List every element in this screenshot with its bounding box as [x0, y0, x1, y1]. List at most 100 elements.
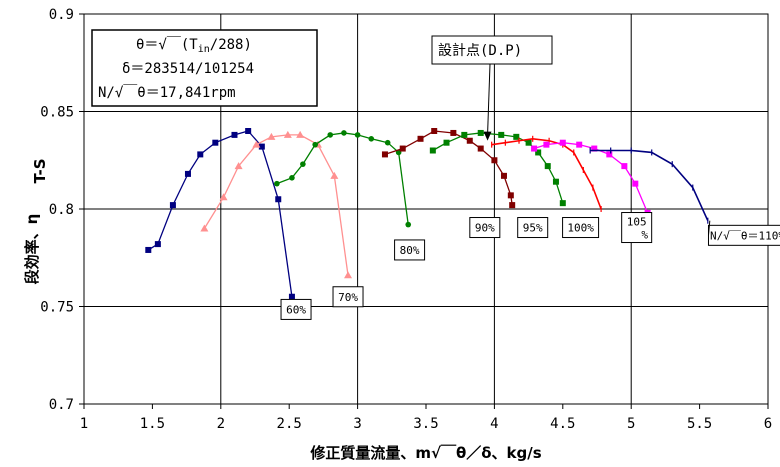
data-point — [341, 130, 347, 136]
data-point — [606, 151, 613, 158]
data-point — [283, 130, 292, 138]
data-point — [296, 130, 305, 138]
info-box-line2: δ＝283514/101254 — [122, 61, 254, 77]
data-point — [274, 180, 280, 187]
data-point — [267, 132, 276, 140]
data-point — [491, 157, 498, 164]
data-point — [525, 139, 532, 146]
x-tick-label: 2.5 — [277, 416, 302, 432]
data-point — [275, 196, 282, 203]
data-point — [477, 145, 484, 152]
label-leader — [707, 220, 711, 236]
label-box — [469, 217, 501, 239]
y-tick-label: 0.7 — [49, 397, 74, 413]
data-point — [621, 163, 628, 170]
data-point — [300, 161, 306, 167]
label-text: 70% — [338, 291, 358, 304]
data-point — [513, 133, 520, 140]
data-point — [477, 129, 484, 136]
y-tick-label: 0.9 — [49, 7, 74, 23]
data-point — [431, 128, 438, 134]
label-text: 100% — [567, 222, 594, 235]
y-tick-label: 0.75 — [40, 300, 74, 316]
info-box-line1-sub: in — [198, 44, 210, 55]
data-point — [559, 139, 566, 146]
data-point — [535, 149, 542, 156]
data-point — [500, 172, 507, 179]
design-point-arrowhead — [483, 131, 492, 141]
series-3 — [274, 130, 412, 228]
data-point — [576, 141, 583, 148]
label-text: 95% — [523, 222, 543, 235]
data-point — [252, 140, 261, 148]
data-point — [197, 151, 204, 158]
series-8 — [589, 147, 709, 224]
series-label-8: N/√￣θ＝110% — [707, 220, 780, 246]
data-point — [330, 171, 339, 179]
data-point — [212, 139, 219, 146]
series-label-5: 95% — [517, 217, 549, 239]
x-axis-title: 修正質量流量、m√￣θ／δ、kg/s — [309, 444, 541, 462]
data-point — [258, 143, 265, 150]
data-point — [509, 202, 516, 209]
label-text: N/√￣θ＝110% — [710, 228, 780, 242]
data-point — [507, 192, 514, 199]
design-point-callout: 設計点(D.P) — [431, 35, 553, 141]
x-tick-label: 5 — [627, 416, 635, 432]
data-point — [344, 271, 353, 279]
data-point — [154, 241, 161, 248]
label-box — [621, 212, 653, 244]
x-tick-label: 3.5 — [413, 416, 438, 432]
data-point — [184, 170, 191, 177]
y-axis-title-main: 段効率、η — [23, 214, 41, 285]
data-point — [354, 132, 361, 138]
design-point-box — [431, 35, 553, 65]
data-point — [559, 200, 566, 207]
design-point-leader — [487, 63, 491, 135]
info-box: θ＝√￣(Tin/288) δ＝283514/101254 N/√￣θ＝17,8… — [91, 29, 318, 107]
label-box — [517, 217, 549, 239]
label-text: 105 — [627, 216, 647, 229]
label-text: 80% — [400, 244, 420, 257]
data-point — [429, 147, 436, 154]
y-axis-title: 段効率、η T-S — [23, 158, 49, 284]
x-tick-label: 1 — [80, 416, 88, 432]
data-point — [169, 202, 176, 209]
data-point — [200, 224, 209, 232]
data-point — [591, 145, 598, 152]
series-label-7: 105% — [621, 212, 653, 244]
x-tick-label: 4 — [490, 416, 498, 432]
series-line — [203, 134, 349, 276]
data-point — [544, 163, 551, 170]
data-point — [145, 246, 152, 253]
data-point — [632, 180, 639, 187]
data-point — [289, 175, 295, 181]
label-text-line2: % — [641, 229, 648, 242]
x-tick-label: 5.5 — [687, 416, 712, 432]
info-box-line1: θ＝√￣(Tin/288) — [136, 37, 252, 55]
y-tick-label: 0.85 — [40, 105, 74, 121]
data-point — [312, 141, 318, 148]
series-2 — [200, 130, 353, 279]
series-label-3: 80% — [394, 239, 426, 261]
label-text: 90% — [475, 222, 495, 235]
data-point — [288, 293, 295, 300]
x-tick-label: 1.5 — [140, 416, 165, 432]
tick-labels: 1 1.5 2 2.5 3 3.5 4 4.5 5 5.5 6 0.7 0.75 0.8 0.85 0.9 — [40, 7, 772, 432]
x-tick-label: 3 — [353, 416, 361, 432]
grid-lines — [79, 13, 769, 409]
series-5 — [429, 129, 566, 207]
data-point — [417, 135, 424, 142]
data-point — [552, 178, 559, 185]
x-tick-label: 2 — [217, 416, 225, 432]
x-tick-label: 4.5 — [550, 416, 575, 432]
label-box — [280, 298, 312, 320]
label-box — [332, 286, 364, 308]
series-7 — [531, 139, 651, 216]
data-point — [231, 131, 238, 138]
data-point — [443, 139, 450, 146]
label-box — [562, 217, 600, 239]
x-tick-label: 6 — [764, 416, 772, 432]
data-point — [543, 141, 550, 148]
